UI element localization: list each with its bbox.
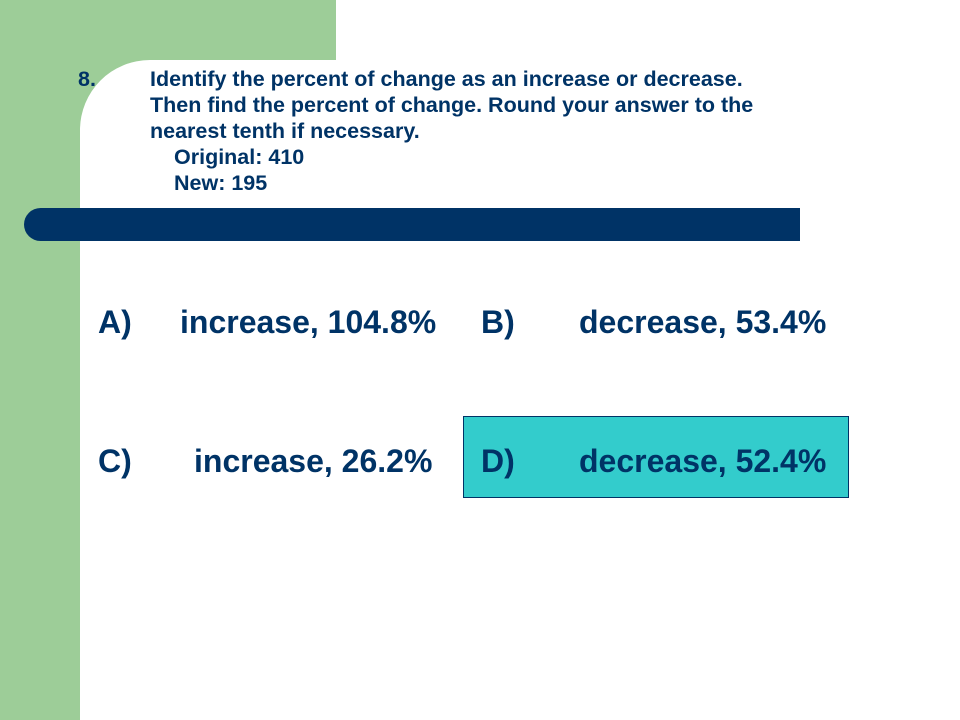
question-number: 8. — [78, 67, 96, 91]
correct-answer-highlight — [463, 416, 849, 498]
new-value: New: 195 — [174, 171, 268, 195]
answer-d-letter[interactable]: D) — [481, 443, 515, 479]
answer-a-letter[interactable]: A) — [98, 304, 132, 340]
question-line-2: Then find the percent of change. Round y… — [150, 93, 754, 117]
answer-a-text[interactable]: increase, 104.8% — [180, 304, 437, 340]
answer-b-letter[interactable]: B) — [481, 304, 515, 340]
original-value: Original: 410 — [174, 145, 305, 169]
question-text: Identify the percent of change as an inc… — [150, 66, 940, 144]
question-line-1: Identify the percent of change as an inc… — [150, 67, 743, 91]
answer-c-letter[interactable]: C) — [98, 443, 132, 479]
answer-c-text[interactable]: increase, 26.2% — [194, 443, 433, 479]
answer-d-text[interactable]: decrease, 52.4% — [579, 443, 827, 479]
answer-b-text[interactable]: decrease, 53.4% — [579, 304, 827, 340]
question-line-3: nearest tenth if necessary. — [150, 119, 420, 143]
navy-divider-bar — [24, 208, 800, 241]
